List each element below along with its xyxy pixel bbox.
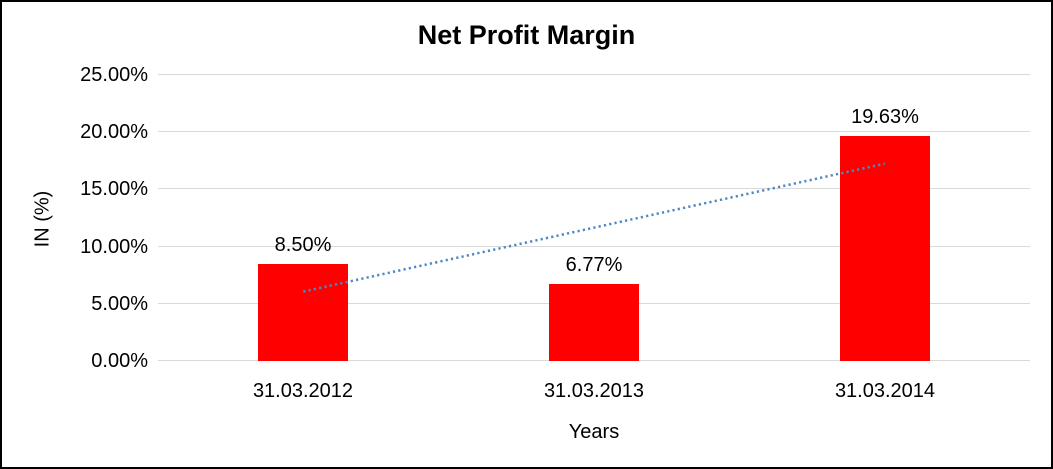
trendline (303, 162, 885, 293)
bar (258, 264, 348, 361)
gridline (158, 74, 1030, 75)
bar (549, 284, 639, 361)
gridline (158, 131, 1030, 132)
y-tick-label: 25.00% (80, 64, 148, 86)
y-tick-label: 5.00% (91, 293, 148, 315)
x-tick-label: 31.03.2012 (252, 380, 354, 402)
gridline (158, 246, 1030, 247)
bar-value-label: 8.50% (274, 234, 332, 256)
plot-area: 8.50% 6.77% 19.63% (158, 74, 1030, 361)
bar-value-label: 19.63% (851, 106, 919, 128)
bar-value-label: 6.77% (565, 254, 623, 276)
bar (840, 136, 930, 361)
x-tick-label: 31.03.2014 (834, 380, 936, 402)
y-tick-label: 20.00% (80, 121, 148, 143)
x-tick-label: 31.03.2013 (543, 380, 645, 402)
y-tick-label: 10.00% (80, 236, 148, 258)
y-tick-label: 15.00% (80, 178, 148, 200)
gridline (158, 188, 1030, 189)
y-tick-label: 0.00% (91, 350, 148, 372)
chart-title: Net Profit Margin (417, 20, 636, 50)
x-axis-title: Years (568, 421, 620, 443)
trendline-segment (303, 162, 885, 293)
